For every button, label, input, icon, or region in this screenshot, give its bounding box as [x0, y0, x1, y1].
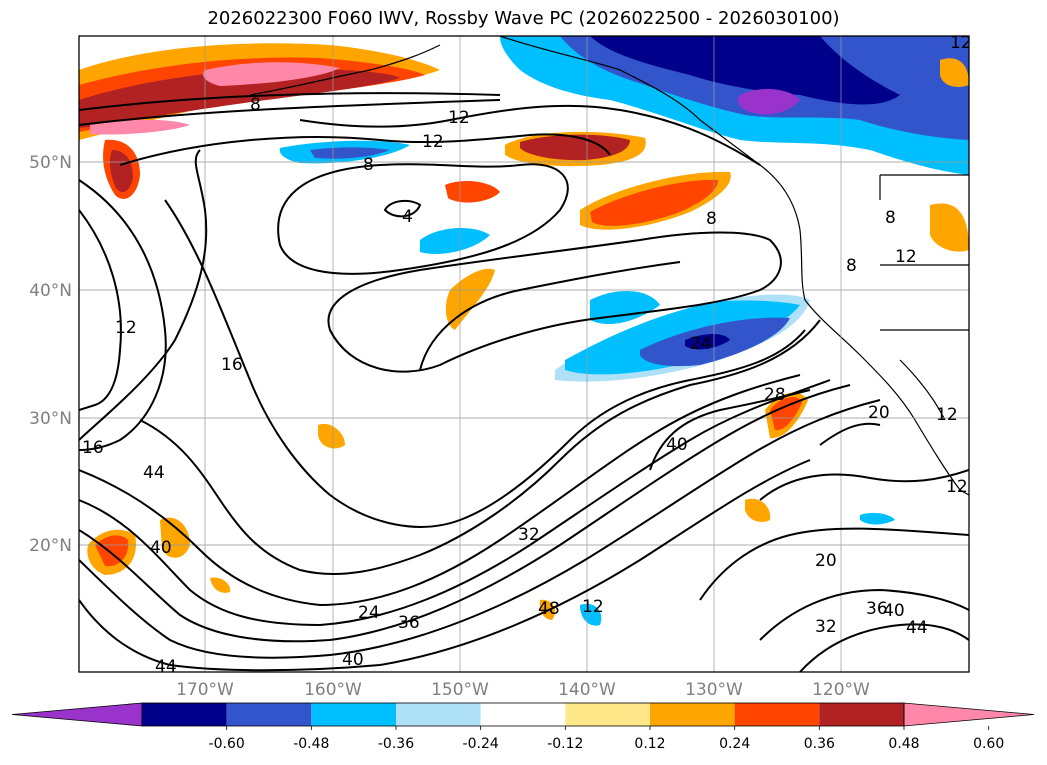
colorbar: -0.60 -0.48 -0.36 -0.24 -0.12 0.12 0.24 0.36 0.4…: [11, 702, 1035, 752]
contour-label: 16: [221, 355, 243, 375]
contour-label: 8: [885, 208, 896, 228]
graticule: [79, 36, 969, 672]
colorbar-swatch: [311, 703, 396, 726]
contour-label: 40: [883, 601, 905, 621]
contour-label: 44: [143, 463, 165, 483]
colorbar-swatch: [819, 703, 904, 726]
iwv-contours: [79, 92, 969, 672]
contour-label: 8: [706, 209, 717, 229]
contour-label: 8: [250, 95, 261, 115]
contour-label: 12: [895, 247, 917, 267]
contour-label: 40: [150, 538, 172, 558]
contour-label: 40: [342, 650, 364, 670]
contour-label: 32: [815, 617, 837, 637]
colorbar-outline: [141, 702, 905, 727]
contour-label: 36: [398, 613, 420, 633]
colorbar-tick-label: 0.48: [888, 736, 919, 752]
contour-label: 28: [764, 385, 786, 405]
contour-label: 24: [690, 334, 712, 354]
colorbar-tick-label: 0.60: [973, 736, 1004, 752]
contour-label: 12: [946, 477, 968, 497]
contour-label: 12: [422, 132, 444, 152]
contour-labels: 8 12 12 8 4 8 8 12 8 12 16 16 24 28 20 1…: [82, 33, 972, 677]
map-title: 2026022300 F060 IWV, Rossby Wave PC (202…: [207, 8, 840, 29]
colorbar-tick-label: 0.12: [634, 736, 665, 752]
contour-label: 32: [518, 525, 540, 545]
lon-label: 170°W: [176, 680, 234, 700]
contour-label: 48: [538, 599, 560, 619]
longitude-labels: 170°W 160°W 150°W 140°W 130°W 120°W: [176, 680, 870, 700]
anomaly-shading: [79, 36, 969, 626]
lon-label: 160°W: [304, 680, 362, 700]
contour-label: 20: [815, 551, 837, 571]
colorbar-tick-label: 0.36: [804, 736, 835, 752]
map-frame: [78, 35, 970, 673]
contour-label: 8: [846, 256, 857, 276]
contour-label: 16: [82, 438, 104, 458]
lat-label: 30°N: [29, 409, 72, 429]
lon-label: 140°W: [558, 680, 616, 700]
contour-label: 44: [906, 618, 928, 638]
contour-label: 12: [936, 405, 958, 425]
colorbar-swatch: [226, 703, 312, 726]
contour-label: 44: [155, 657, 177, 677]
colorbar-swatch: [396, 703, 481, 726]
colorbar-tick-label: -0.24: [463, 736, 499, 752]
colorbar-swatch: [734, 703, 820, 726]
contour-label: 12: [950, 33, 972, 53]
lat-label: 20°N: [29, 536, 72, 556]
contour-label: 20: [868, 403, 890, 423]
colorbar-swatch: [142, 703, 227, 726]
contour-label: 12: [115, 318, 137, 338]
contour-label: 36: [866, 599, 888, 619]
colorbar-tick-label: -0.36: [378, 736, 414, 752]
lat-label: 40°N: [29, 281, 72, 301]
colorbar-tick-label: -0.60: [209, 736, 245, 752]
colorbar-extend-max: [903, 702, 1035, 727]
colorbar-swatch: [480, 703, 566, 726]
lon-label: 120°W: [812, 680, 870, 700]
coastlines: [249, 36, 969, 496]
contour-label: 12: [448, 108, 470, 128]
colorbar-swatch: [565, 703, 650, 726]
contour-label: 12: [582, 597, 604, 617]
colorbar-tick-label: -0.12: [547, 736, 583, 752]
lat-label: 50°N: [29, 153, 72, 173]
colorbar-swatch: [650, 703, 735, 726]
contour-label: 8: [363, 155, 374, 175]
contour-label: 24: [358, 603, 380, 623]
colorbar-tick-label: -0.48: [293, 736, 329, 752]
latitude-labels: 50°N 40°N 30°N 20°N: [29, 153, 72, 556]
lon-label: 130°W: [685, 680, 743, 700]
colorbar-tick-label: 0.24: [719, 736, 750, 752]
colorbar-extend-min: [11, 702, 143, 727]
lon-label: 150°W: [431, 680, 489, 700]
contour-label: 40: [666, 435, 688, 455]
contour-label: 4: [402, 207, 413, 227]
